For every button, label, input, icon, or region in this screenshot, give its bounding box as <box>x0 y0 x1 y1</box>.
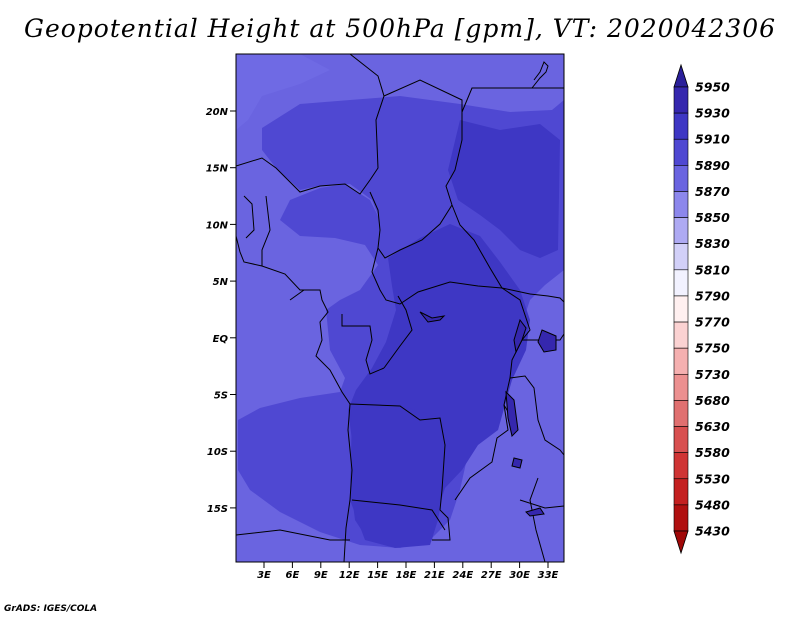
height-field-5850-nw <box>236 54 330 130</box>
colorbar-label: 5630 <box>695 419 730 434</box>
colorbar-swatch <box>673 191 689 218</box>
colorbar-swatch <box>673 373 689 401</box>
lat-tick-label: 10S <box>207 447 228 458</box>
colorbar-bottom-triangle <box>673 530 689 555</box>
lon-tick-label: 15E <box>367 570 388 581</box>
lat-tick-label: 15S <box>207 504 228 515</box>
colorbar-label: 5910 <box>695 132 730 147</box>
lon-tick-label: 9E <box>314 570 328 581</box>
height-field-5910-south <box>350 405 450 548</box>
colorbar-label: 5680 <box>695 393 730 408</box>
colorbar-swatch <box>673 452 689 480</box>
latitude-axis: 20N 15N 10N 5N EQ 5S 10S 15S <box>206 107 236 515</box>
map-panel: 20N 15N 10N 5N EQ 5S 10S 15S 3E 6E 9E 12E 15E 18E 21E… <box>206 53 565 581</box>
colorbar-label: 5730 <box>695 367 730 382</box>
colorbar-label: 5480 <box>695 497 730 512</box>
lon-tick-label: 21E <box>424 570 445 581</box>
map-border <box>235 53 565 563</box>
colorbar-label: 5810 <box>695 262 730 277</box>
chart-title: Geopotential Height at 500hPa [gpm], VT:… <box>23 14 777 43</box>
height-field-5910-north <box>448 120 560 258</box>
grads-credit: GrADS: IGES/COLA <box>4 604 98 614</box>
lon-tick-label: 12E <box>339 570 360 581</box>
lon-tick-label: 6E <box>286 570 300 581</box>
colorbar-label: 5950 <box>695 80 730 95</box>
colorbar-label: 5830 <box>695 236 730 251</box>
lon-tick-label: 3E <box>257 570 271 581</box>
lat-tick-label: EQ <box>213 334 229 345</box>
lat-tick-label: 5S <box>214 391 228 402</box>
lat-tick-label: 10N <box>206 220 229 231</box>
colorbar-label: 5750 <box>695 341 730 356</box>
colorbar-label: 5890 <box>695 158 730 173</box>
colorbar-label: 5530 <box>695 471 730 486</box>
colorbar-label: 5580 <box>695 445 730 460</box>
colorbar: 5950 5930 5910 5890 5870 5850 5830 5810 5790 5770… <box>673 63 730 555</box>
lat-tick-label: 5N <box>213 277 229 288</box>
colorbar-swatch <box>673 347 689 375</box>
colorbar-swatch <box>673 426 689 453</box>
colorbar-swatch <box>673 112 689 140</box>
lat-tick-label: 20N <box>206 107 229 118</box>
lakes <box>419 311 557 517</box>
colorbar-swatch <box>673 504 689 532</box>
colorbar-swatch <box>673 217 689 245</box>
colorbar-label: 5770 <box>695 315 730 330</box>
country-boundaries <box>236 54 564 562</box>
coastline-red-sea <box>531 61 549 89</box>
colorbar-swatch <box>673 321 689 349</box>
lon-tick-label: 27E <box>481 570 502 581</box>
colorbar-swatch <box>673 138 689 166</box>
lon-tick-label: 24E <box>452 570 473 581</box>
colorbar-label: 5930 <box>695 106 730 121</box>
lon-tick-label: 30E <box>509 570 530 581</box>
colorbar-swatch <box>673 269 689 297</box>
colorbar-top-triangle <box>673 63 689 88</box>
colorbar-swatch <box>673 86 689 114</box>
colorbar-swatch <box>673 243 689 271</box>
colorbar-label: 5430 <box>695 524 730 539</box>
lon-tick-label: 33E <box>538 570 559 581</box>
lon-tick-label: 18E <box>396 570 417 581</box>
colorbar-label: 5850 <box>695 210 730 225</box>
colorbar-swatch <box>673 165 689 192</box>
colorbar-swatch <box>673 400 689 427</box>
colorbar-label: 5790 <box>695 288 730 303</box>
colorbar-swatch <box>673 295 689 323</box>
lat-tick-label: 15N <box>206 164 229 175</box>
colorbar-swatch <box>673 478 689 506</box>
colorbar-label: 5870 <box>695 184 730 199</box>
longitude-axis: 3E 6E 9E 12E 15E 18E 21E 24E 27E 30E 33E <box>257 562 559 581</box>
